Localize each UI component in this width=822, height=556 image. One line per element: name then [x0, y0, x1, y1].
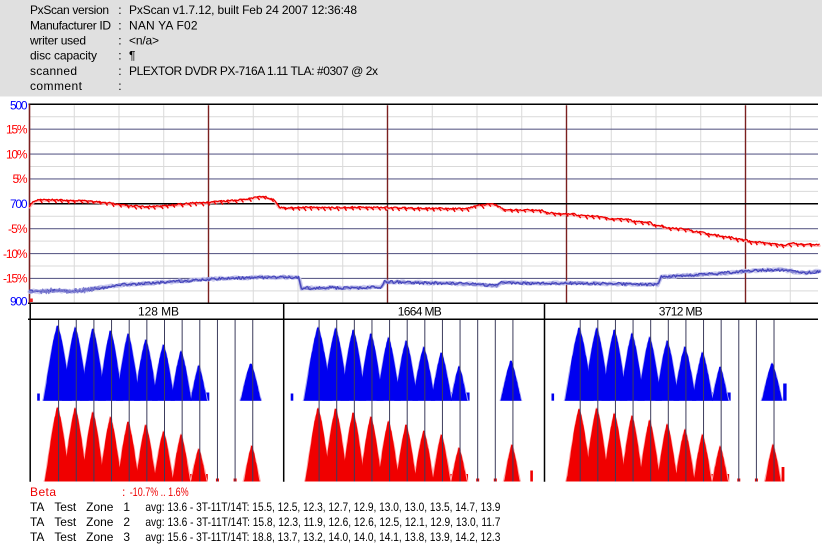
- svg-text:15%: 15%: [6, 122, 28, 136]
- svg-text::: :: [122, 485, 125, 499]
- svg-text:-10.7% .. 1.6%: -10.7% .. 1.6%: [130, 485, 189, 499]
- svg-text:PxScan v1.7.12, built Feb 24 2: PxScan v1.7.12, built Feb 24 2007 12:36:…: [129, 3, 357, 17]
- svg-text::: :: [118, 64, 121, 78]
- svg-text:TA Test Zone 1: TA Test Zone 1: [30, 500, 130, 514]
- svg-text:10%: 10%: [6, 147, 28, 161]
- svg-text::: :: [118, 49, 121, 63]
- svg-text:-5%: -5%: [8, 222, 28, 236]
- svg-text:<n/a>: <n/a>: [129, 34, 159, 48]
- svg-text:128 MB: 128 MB: [138, 304, 179, 318]
- svg-text:disc capacity: disc capacity: [30, 49, 97, 63]
- svg-text::: :: [118, 34, 121, 48]
- svg-text:comment: comment: [30, 79, 83, 93]
- svg-text:1664 MB: 1664 MB: [398, 304, 442, 318]
- svg-text:PxScan version: PxScan version: [30, 3, 109, 17]
- svg-text:avg: 15.6 - 3T-11T/14T: 18.8,: avg: 15.6 - 3T-11T/14T: 18.8, 13.7, 13.2…: [145, 530, 500, 544]
- svg-text:writer used: writer used: [29, 34, 86, 48]
- svg-text:-15%: -15%: [3, 272, 28, 286]
- svg-text:NAN YA F02: NAN YA F02: [129, 18, 198, 32]
- svg-text:TA Test Zone 2: TA Test Zone 2: [30, 515, 130, 529]
- svg-text:5%: 5%: [13, 172, 28, 186]
- svg-text:700: 700: [10, 197, 28, 211]
- svg-text::: :: [118, 18, 121, 32]
- svg-text:-10%: -10%: [3, 247, 28, 261]
- svg-text:3712 MB: 3712 MB: [659, 304, 703, 318]
- svg-text:scanned: scanned: [30, 64, 77, 78]
- svg-text::: :: [118, 3, 121, 17]
- svg-text:Beta: Beta: [30, 485, 56, 499]
- svg-text:PLEXTOR DVDR PX-716A 1.11 TLA:: PLEXTOR DVDR PX-716A 1.11 TLA: #0307 @ 2…: [129, 64, 378, 78]
- svg-text:500: 500: [10, 98, 28, 112]
- svg-text:TA Test Zone 3: TA Test Zone 3: [30, 530, 130, 544]
- svg-text:Manufacturer ID: Manufacturer ID: [30, 18, 111, 32]
- svg-text:900: 900: [10, 294, 28, 308]
- svg-text:avg: 13.6 - 3T-11T/14T: 15.8,: avg: 13.6 - 3T-11T/14T: 15.8, 12.3, 11.9…: [145, 515, 500, 529]
- svg-text::: :: [118, 79, 121, 93]
- svg-text:¶: ¶: [129, 49, 135, 63]
- svg-text:avg: 13.6 - 3T-11T/14T: 15.5,: avg: 13.6 - 3T-11T/14T: 15.5, 12.5, 12.3…: [145, 500, 500, 514]
